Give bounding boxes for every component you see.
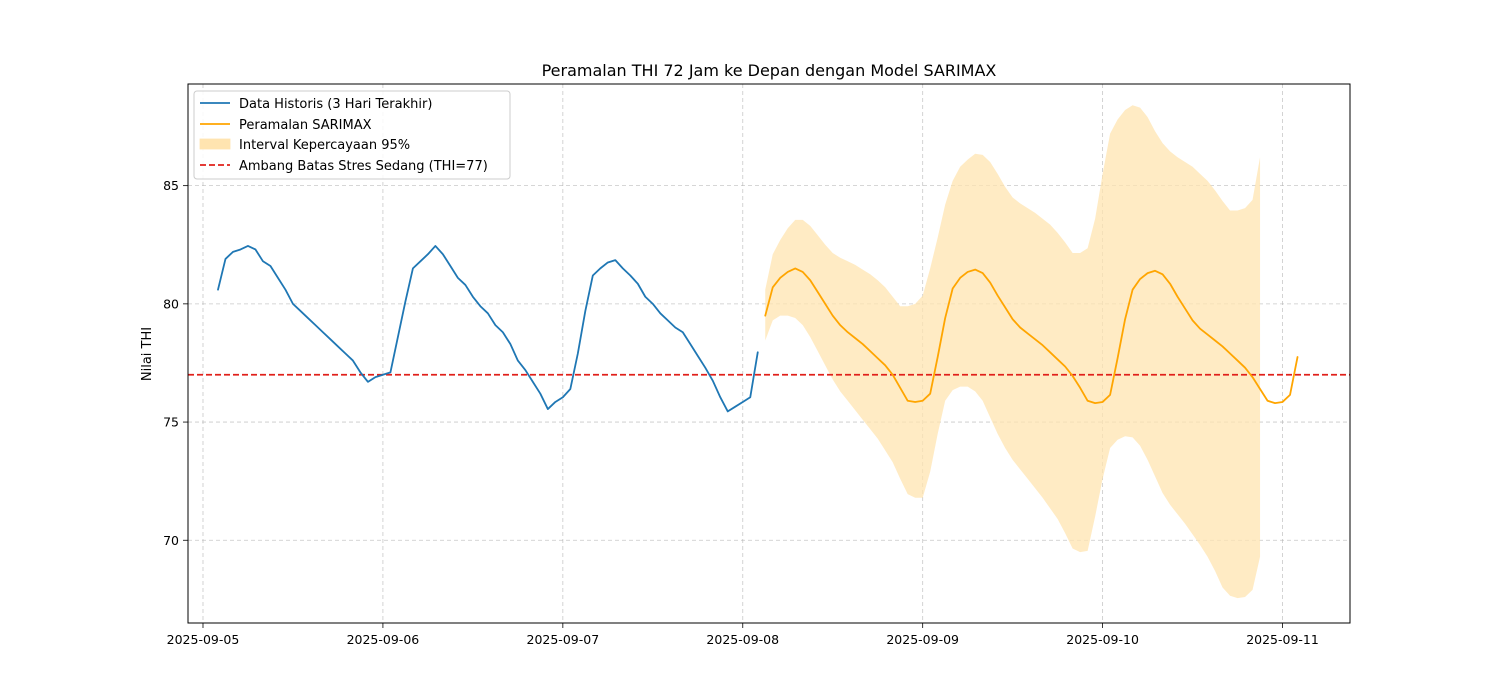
x-tick-label: 2025-09-07 xyxy=(527,632,600,647)
legend: Data Historis (3 Hari Terakhir) Peramala… xyxy=(193,90,511,180)
x-tick-label: 2025-09-05 xyxy=(167,632,240,647)
x-tick-label: 2025-09-11 xyxy=(1246,632,1319,647)
plot-frame xyxy=(187,83,1351,624)
x-tick-label: 2025-09-08 xyxy=(706,632,779,647)
x-tick-label: 2025-09-09 xyxy=(886,632,959,647)
legend-swatch-confidence-band xyxy=(199,138,231,150)
legend-label-historical: Data Historis (3 Hari Terakhir) xyxy=(239,97,432,112)
legend-label-threshold: Ambang Batas Stres Sedang (THI=77) xyxy=(239,159,488,174)
x-axis: 2025-09-05 2025-09-06 2025-09-07 2025-09-08… xyxy=(167,623,1319,647)
legend-box xyxy=(193,90,511,180)
y-tick-label: 70 xyxy=(163,533,179,548)
confidence-band-layer xyxy=(765,105,1261,599)
y-tick-label: 85 xyxy=(163,178,179,193)
historical-series-line xyxy=(217,245,759,413)
y-axis-label: Nilai THI xyxy=(140,327,155,381)
y-tick-label: 75 xyxy=(163,415,179,430)
y-tick-label: 80 xyxy=(163,296,179,311)
series-layer xyxy=(217,245,1299,413)
legend-label-forecast: Peramalan SARIMAX xyxy=(239,118,372,133)
confidence-band-area xyxy=(765,105,1261,599)
legend-label-confidence-band: Interval Kepercayaan 95% xyxy=(239,138,410,153)
forecast-series-line xyxy=(764,267,1299,405)
x-tick-label: 2025-09-10 xyxy=(1066,632,1139,647)
chart-title: Peramalan THI 72 Jam ke Depan dengan Mod… xyxy=(542,61,997,80)
y-axis: 70 75 80 85 xyxy=(163,178,188,548)
x-tick-label: 2025-09-06 xyxy=(347,632,420,647)
